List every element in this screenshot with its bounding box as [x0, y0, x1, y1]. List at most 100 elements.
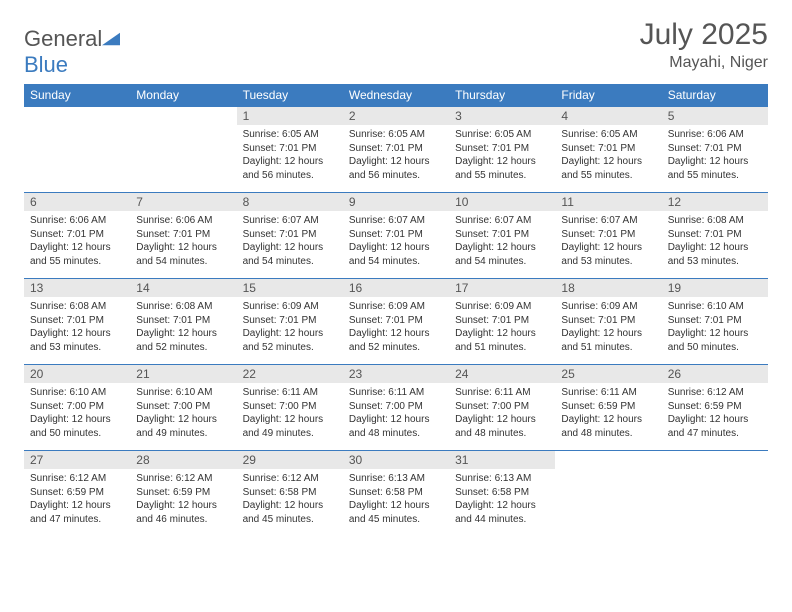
- day-data: Sunrise: 6:13 AMSunset: 6:58 PMDaylight:…: [343, 469, 449, 530]
- calendar-cell-empty: [662, 451, 768, 537]
- calendar-cell-empty: [130, 107, 236, 193]
- brand-part2: Blue: [24, 52, 68, 77]
- day-number: 2: [343, 107, 449, 125]
- calendar-cell: 29Sunrise: 6:12 AMSunset: 6:58 PMDayligh…: [237, 451, 343, 537]
- brand-text: General Blue: [24, 26, 120, 78]
- day-data: Sunrise: 6:05 AMSunset: 7:01 PMDaylight:…: [555, 125, 661, 186]
- calendar-cell-empty: [24, 107, 130, 193]
- day-number: 19: [662, 279, 768, 297]
- weekday-header: Friday: [555, 84, 661, 107]
- calendar-cell: 11Sunrise: 6:07 AMSunset: 7:01 PMDayligh…: [555, 193, 661, 279]
- day-data: Sunrise: 6:06 AMSunset: 7:01 PMDaylight:…: [662, 125, 768, 186]
- day-number: 4: [555, 107, 661, 125]
- day-number: 1: [237, 107, 343, 125]
- brand-logo: General Blue: [24, 26, 120, 78]
- day-number: 21: [130, 365, 236, 383]
- weekday-header: Monday: [130, 84, 236, 107]
- day-data: Sunrise: 6:09 AMSunset: 7:01 PMDaylight:…: [237, 297, 343, 358]
- day-number: 27: [24, 451, 130, 469]
- day-data: Sunrise: 6:06 AMSunset: 7:01 PMDaylight:…: [24, 211, 130, 272]
- day-number: 15: [237, 279, 343, 297]
- day-data: Sunrise: 6:09 AMSunset: 7:01 PMDaylight:…: [449, 297, 555, 358]
- calendar-cell: 20Sunrise: 6:10 AMSunset: 7:00 PMDayligh…: [24, 365, 130, 451]
- calendar-cell: 19Sunrise: 6:10 AMSunset: 7:01 PMDayligh…: [662, 279, 768, 365]
- page-title: July 2025: [640, 18, 768, 52]
- day-data: Sunrise: 6:07 AMSunset: 7:01 PMDaylight:…: [237, 211, 343, 272]
- calendar-cell: 23Sunrise: 6:11 AMSunset: 7:00 PMDayligh…: [343, 365, 449, 451]
- calendar-cell: 3Sunrise: 6:05 AMSunset: 7:01 PMDaylight…: [449, 107, 555, 193]
- weekday-header-row: SundayMondayTuesdayWednesdayThursdayFrid…: [24, 84, 768, 107]
- day-number: 12: [662, 193, 768, 211]
- day-number: 17: [449, 279, 555, 297]
- calendar-body: 1Sunrise: 6:05 AMSunset: 7:01 PMDaylight…: [24, 107, 768, 537]
- day-number: 26: [662, 365, 768, 383]
- calendar-cell: 24Sunrise: 6:11 AMSunset: 7:00 PMDayligh…: [449, 365, 555, 451]
- calendar-cell: 26Sunrise: 6:12 AMSunset: 6:59 PMDayligh…: [662, 365, 768, 451]
- weekday-header: Saturday: [662, 84, 768, 107]
- calendar-row: 6Sunrise: 6:06 AMSunset: 7:01 PMDaylight…: [24, 193, 768, 279]
- day-number: 28: [130, 451, 236, 469]
- calendar-cell: 4Sunrise: 6:05 AMSunset: 7:01 PMDaylight…: [555, 107, 661, 193]
- day-data: Sunrise: 6:06 AMSunset: 7:01 PMDaylight:…: [130, 211, 236, 272]
- calendar-cell: 17Sunrise: 6:09 AMSunset: 7:01 PMDayligh…: [449, 279, 555, 365]
- day-number: 3: [449, 107, 555, 125]
- day-number: 7: [130, 193, 236, 211]
- day-data: Sunrise: 6:10 AMSunset: 7:00 PMDaylight:…: [130, 383, 236, 444]
- day-number: 24: [449, 365, 555, 383]
- calendar-cell-empty: [555, 451, 661, 537]
- day-number: 13: [24, 279, 130, 297]
- calendar-cell: 16Sunrise: 6:09 AMSunset: 7:01 PMDayligh…: [343, 279, 449, 365]
- calendar-cell: 2Sunrise: 6:05 AMSunset: 7:01 PMDaylight…: [343, 107, 449, 193]
- calendar-cell: 10Sunrise: 6:07 AMSunset: 7:01 PMDayligh…: [449, 193, 555, 279]
- calendar-cell: 1Sunrise: 6:05 AMSunset: 7:01 PMDaylight…: [237, 107, 343, 193]
- day-data: Sunrise: 6:07 AMSunset: 7:01 PMDaylight:…: [555, 211, 661, 272]
- day-data: Sunrise: 6:08 AMSunset: 7:01 PMDaylight:…: [24, 297, 130, 358]
- day-number: 20: [24, 365, 130, 383]
- calendar-row: 20Sunrise: 6:10 AMSunset: 7:00 PMDayligh…: [24, 365, 768, 451]
- day-number: 18: [555, 279, 661, 297]
- brand-triangle-icon: [102, 32, 120, 46]
- location-text: Mayahi, Niger: [640, 54, 768, 72]
- weekday-header: Tuesday: [237, 84, 343, 107]
- calendar-row: 1Sunrise: 6:05 AMSunset: 7:01 PMDaylight…: [24, 107, 768, 193]
- calendar-cell: 7Sunrise: 6:06 AMSunset: 7:01 PMDaylight…: [130, 193, 236, 279]
- day-data: Sunrise: 6:09 AMSunset: 7:01 PMDaylight:…: [555, 297, 661, 358]
- header: General Blue July 2025 Mayahi, Niger: [24, 18, 768, 78]
- day-data: Sunrise: 6:12 AMSunset: 6:58 PMDaylight:…: [237, 469, 343, 530]
- brand-part1: General: [24, 26, 102, 51]
- calendar-cell: 13Sunrise: 6:08 AMSunset: 7:01 PMDayligh…: [24, 279, 130, 365]
- day-data: Sunrise: 6:07 AMSunset: 7:01 PMDaylight:…: [343, 211, 449, 272]
- calendar-cell: 5Sunrise: 6:06 AMSunset: 7:01 PMDaylight…: [662, 107, 768, 193]
- day-number: 31: [449, 451, 555, 469]
- day-number: 25: [555, 365, 661, 383]
- calendar-cell: 14Sunrise: 6:08 AMSunset: 7:01 PMDayligh…: [130, 279, 236, 365]
- day-data: Sunrise: 6:05 AMSunset: 7:01 PMDaylight:…: [449, 125, 555, 186]
- day-data: Sunrise: 6:11 AMSunset: 7:00 PMDaylight:…: [237, 383, 343, 444]
- calendar-cell: 8Sunrise: 6:07 AMSunset: 7:01 PMDaylight…: [237, 193, 343, 279]
- day-data: Sunrise: 6:12 AMSunset: 6:59 PMDaylight:…: [24, 469, 130, 530]
- calendar-cell: 27Sunrise: 6:12 AMSunset: 6:59 PMDayligh…: [24, 451, 130, 537]
- title-block: July 2025 Mayahi, Niger: [640, 18, 768, 72]
- calendar-table: SundayMondayTuesdayWednesdayThursdayFrid…: [24, 84, 768, 537]
- day-number: 5: [662, 107, 768, 125]
- calendar-cell: 15Sunrise: 6:09 AMSunset: 7:01 PMDayligh…: [237, 279, 343, 365]
- day-data: Sunrise: 6:11 AMSunset: 7:00 PMDaylight:…: [449, 383, 555, 444]
- calendar-cell: 21Sunrise: 6:10 AMSunset: 7:00 PMDayligh…: [130, 365, 236, 451]
- day-data: Sunrise: 6:13 AMSunset: 6:58 PMDaylight:…: [449, 469, 555, 530]
- day-number: 6: [24, 193, 130, 211]
- day-number: 22: [237, 365, 343, 383]
- day-data: Sunrise: 6:10 AMSunset: 7:00 PMDaylight:…: [24, 383, 130, 444]
- day-number: 9: [343, 193, 449, 211]
- weekday-header: Thursday: [449, 84, 555, 107]
- day-data: Sunrise: 6:10 AMSunset: 7:01 PMDaylight:…: [662, 297, 768, 358]
- day-number: 16: [343, 279, 449, 297]
- day-number: 30: [343, 451, 449, 469]
- calendar-cell: 31Sunrise: 6:13 AMSunset: 6:58 PMDayligh…: [449, 451, 555, 537]
- day-data: Sunrise: 6:05 AMSunset: 7:01 PMDaylight:…: [237, 125, 343, 186]
- day-data: Sunrise: 6:09 AMSunset: 7:01 PMDaylight:…: [343, 297, 449, 358]
- calendar-cell: 12Sunrise: 6:08 AMSunset: 7:01 PMDayligh…: [662, 193, 768, 279]
- day-data: Sunrise: 6:11 AMSunset: 6:59 PMDaylight:…: [555, 383, 661, 444]
- day-number: 29: [237, 451, 343, 469]
- day-data: Sunrise: 6:08 AMSunset: 7:01 PMDaylight:…: [130, 297, 236, 358]
- day-data: Sunrise: 6:12 AMSunset: 6:59 PMDaylight:…: [662, 383, 768, 444]
